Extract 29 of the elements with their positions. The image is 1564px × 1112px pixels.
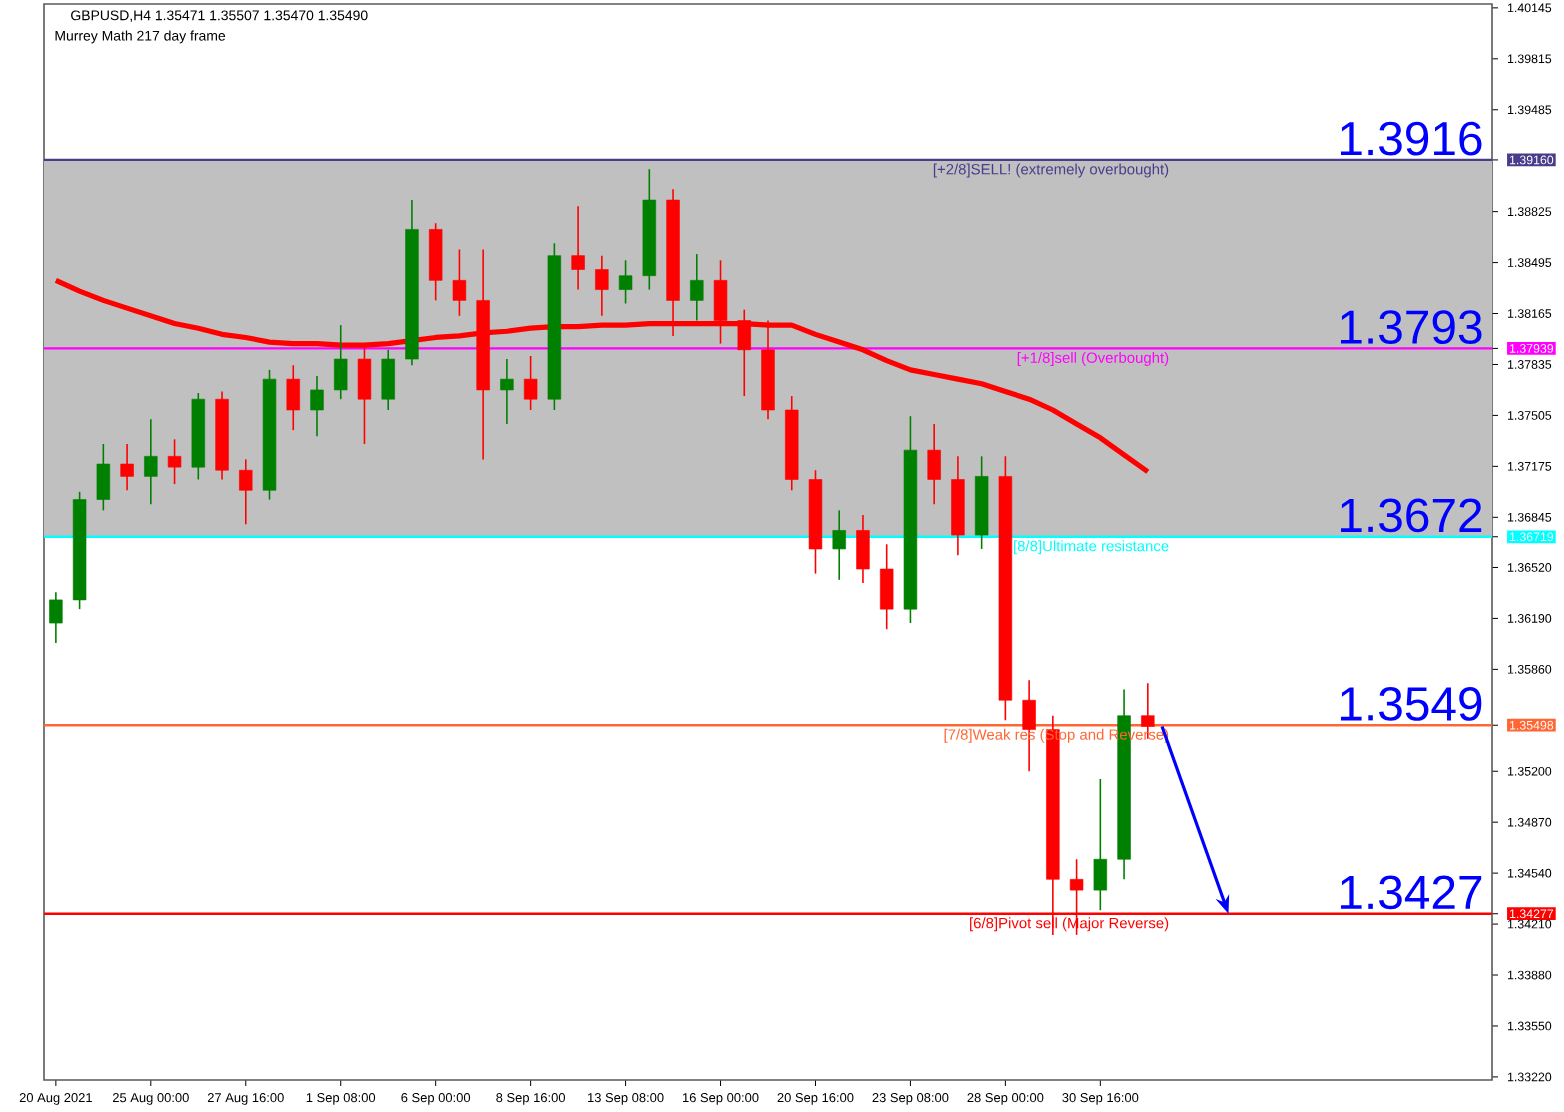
- candlestick: [571, 205, 585, 291]
- candlestick: [239, 458, 253, 526]
- candlestick: [96, 443, 111, 512]
- candlestick: [334, 324, 348, 400]
- annotation: 1.3672: [1341, 498, 1482, 533]
- candlestick: [310, 375, 324, 438]
- candlestick: [120, 443, 134, 492]
- candlestick: [500, 358, 514, 425]
- candlestick: [832, 509, 846, 581]
- candlestick: [690, 253, 704, 322]
- candlestick: [618, 259, 633, 305]
- candlestick: [737, 308, 751, 397]
- annotation: 1.3549: [1341, 687, 1482, 721]
- annotation: 1.3793: [1341, 310, 1482, 345]
- annotation: 1.3427: [1341, 875, 1482, 910]
- candlestick: [927, 423, 941, 505]
- candlestick: [1093, 778, 1108, 911]
- candlestick: [879, 543, 894, 631]
- candlestick: [452, 248, 467, 317]
- candlestick: [523, 355, 538, 411]
- candlestick: [595, 254, 609, 317]
- candlestick: [381, 349, 395, 411]
- annotation: 1.3916: [1341, 121, 1482, 156]
- candlestick: [49, 591, 63, 644]
- candlestick: [167, 438, 182, 485]
- candlestick: [856, 514, 870, 584]
- candlestick: [144, 418, 158, 505]
- candlestick: [357, 342, 372, 445]
- candlestick: [286, 364, 300, 431]
